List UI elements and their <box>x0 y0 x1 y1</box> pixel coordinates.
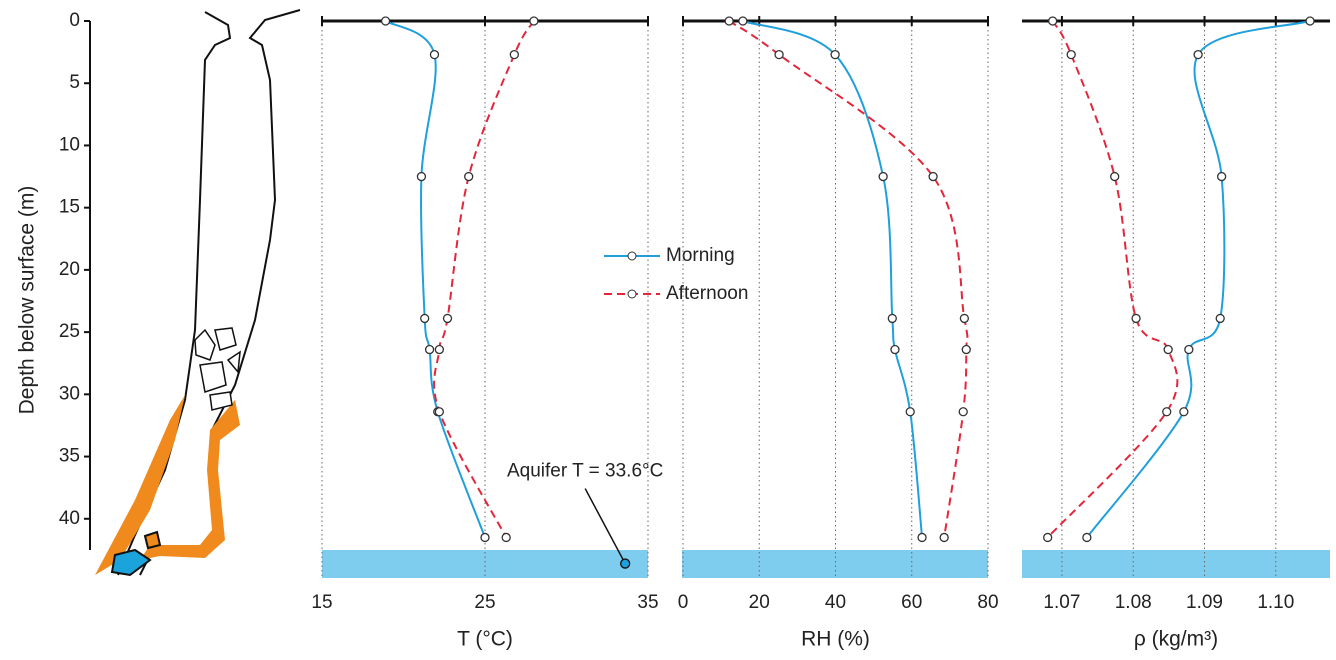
data-point <box>878 171 888 182</box>
data-point <box>1110 171 1120 182</box>
x-tick-label: 25 <box>474 592 495 613</box>
y-tick-label: 15 <box>59 197 80 218</box>
data-point <box>442 313 453 324</box>
y-tick-label: 40 <box>59 508 80 529</box>
data-point <box>434 407 445 417</box>
panel-gap <box>988 548 1022 580</box>
data-point <box>724 16 734 26</box>
data-point <box>928 171 938 182</box>
y-tick-label: 30 <box>59 383 80 404</box>
data-point <box>738 16 748 26</box>
data-point <box>959 313 970 324</box>
y-tick-label: 35 <box>59 446 80 467</box>
data-point <box>890 344 900 355</box>
x-tick-label: 20 <box>749 592 770 613</box>
data-point <box>434 344 445 355</box>
legend-marker <box>627 289 637 299</box>
y-tick-label: 25 <box>59 321 80 342</box>
data-point <box>1048 16 1058 26</box>
x-tick-label: 1.08 <box>1115 592 1152 613</box>
x-tick-label: 1.07 <box>1043 592 1080 613</box>
data-point <box>774 49 784 60</box>
rubble <box>194 327 241 411</box>
data-point <box>380 16 391 26</box>
water <box>110 548 152 577</box>
data-point <box>429 49 440 60</box>
data-point <box>480 532 490 543</box>
series-line <box>728 20 969 538</box>
data-point <box>958 407 968 417</box>
data-point <box>1305 16 1315 26</box>
data-point <box>1162 407 1172 417</box>
x-tick-label: 35 <box>637 592 658 613</box>
y-tick-label: 0 <box>69 10 80 31</box>
data-point <box>1131 313 1141 324</box>
data-point <box>509 49 519 60</box>
y-tick-label: 5 <box>69 72 80 93</box>
series-line <box>1046 20 1179 539</box>
data-point <box>1163 344 1173 355</box>
data-point <box>464 171 474 182</box>
data-point <box>830 49 840 60</box>
sediment <box>140 400 240 560</box>
sediment <box>95 395 185 575</box>
data-point <box>501 532 511 543</box>
x-tick-label: 40 <box>825 592 846 613</box>
annotation: Aquifer T = 33.6°C <box>507 461 663 482</box>
x-tick-label: 60 <box>901 592 922 613</box>
data-point <box>887 313 897 324</box>
data-point <box>420 313 430 324</box>
data-point <box>424 344 435 355</box>
x-tick-label: 15 <box>311 592 332 613</box>
legend: Morning Afternoon <box>604 245 748 304</box>
data-point <box>1043 532 1053 543</box>
data-point <box>917 532 927 543</box>
y-tick-label: 10 <box>59 134 80 155</box>
data-point <box>1215 313 1225 324</box>
x-tick-label: 0 <box>678 592 689 613</box>
annotation-point <box>620 558 631 569</box>
cave-drawing <box>95 9 301 577</box>
data-point <box>1066 49 1076 60</box>
x-tick-label: 1.09 <box>1186 592 1223 613</box>
legend-label: Morning <box>666 245 735 266</box>
rubble <box>143 530 162 550</box>
aquifer <box>322 550 1330 578</box>
data-point <box>1193 49 1203 60</box>
data-point <box>905 407 915 417</box>
series-line <box>1086 20 1311 539</box>
data-point <box>1216 171 1227 182</box>
data-point <box>1184 344 1194 355</box>
y-axis-label: Depth below surface (m) <box>16 186 39 415</box>
x-axis-label: ρ (kg/m³) <box>1134 628 1218 651</box>
series-line <box>385 20 486 538</box>
panel-gap <box>648 548 682 580</box>
legend-label: Afternoon <box>666 283 748 304</box>
x-axis-label: T (°C) <box>457 628 513 651</box>
data-point <box>961 344 971 355</box>
data-point <box>1179 407 1189 417</box>
y-tick-label: 20 <box>59 259 80 280</box>
data-point <box>1082 532 1092 543</box>
series-line <box>433 20 535 538</box>
data-point <box>529 16 539 26</box>
data-point <box>416 171 427 182</box>
series-line <box>742 20 924 538</box>
x-tick-label: 1.10 <box>1257 592 1294 613</box>
annotation-leader <box>584 488 626 564</box>
legend-marker <box>627 251 637 261</box>
x-tick-label: 80 <box>977 592 998 613</box>
x-axis-label: RH (%) <box>801 628 870 651</box>
data-point <box>939 532 949 543</box>
